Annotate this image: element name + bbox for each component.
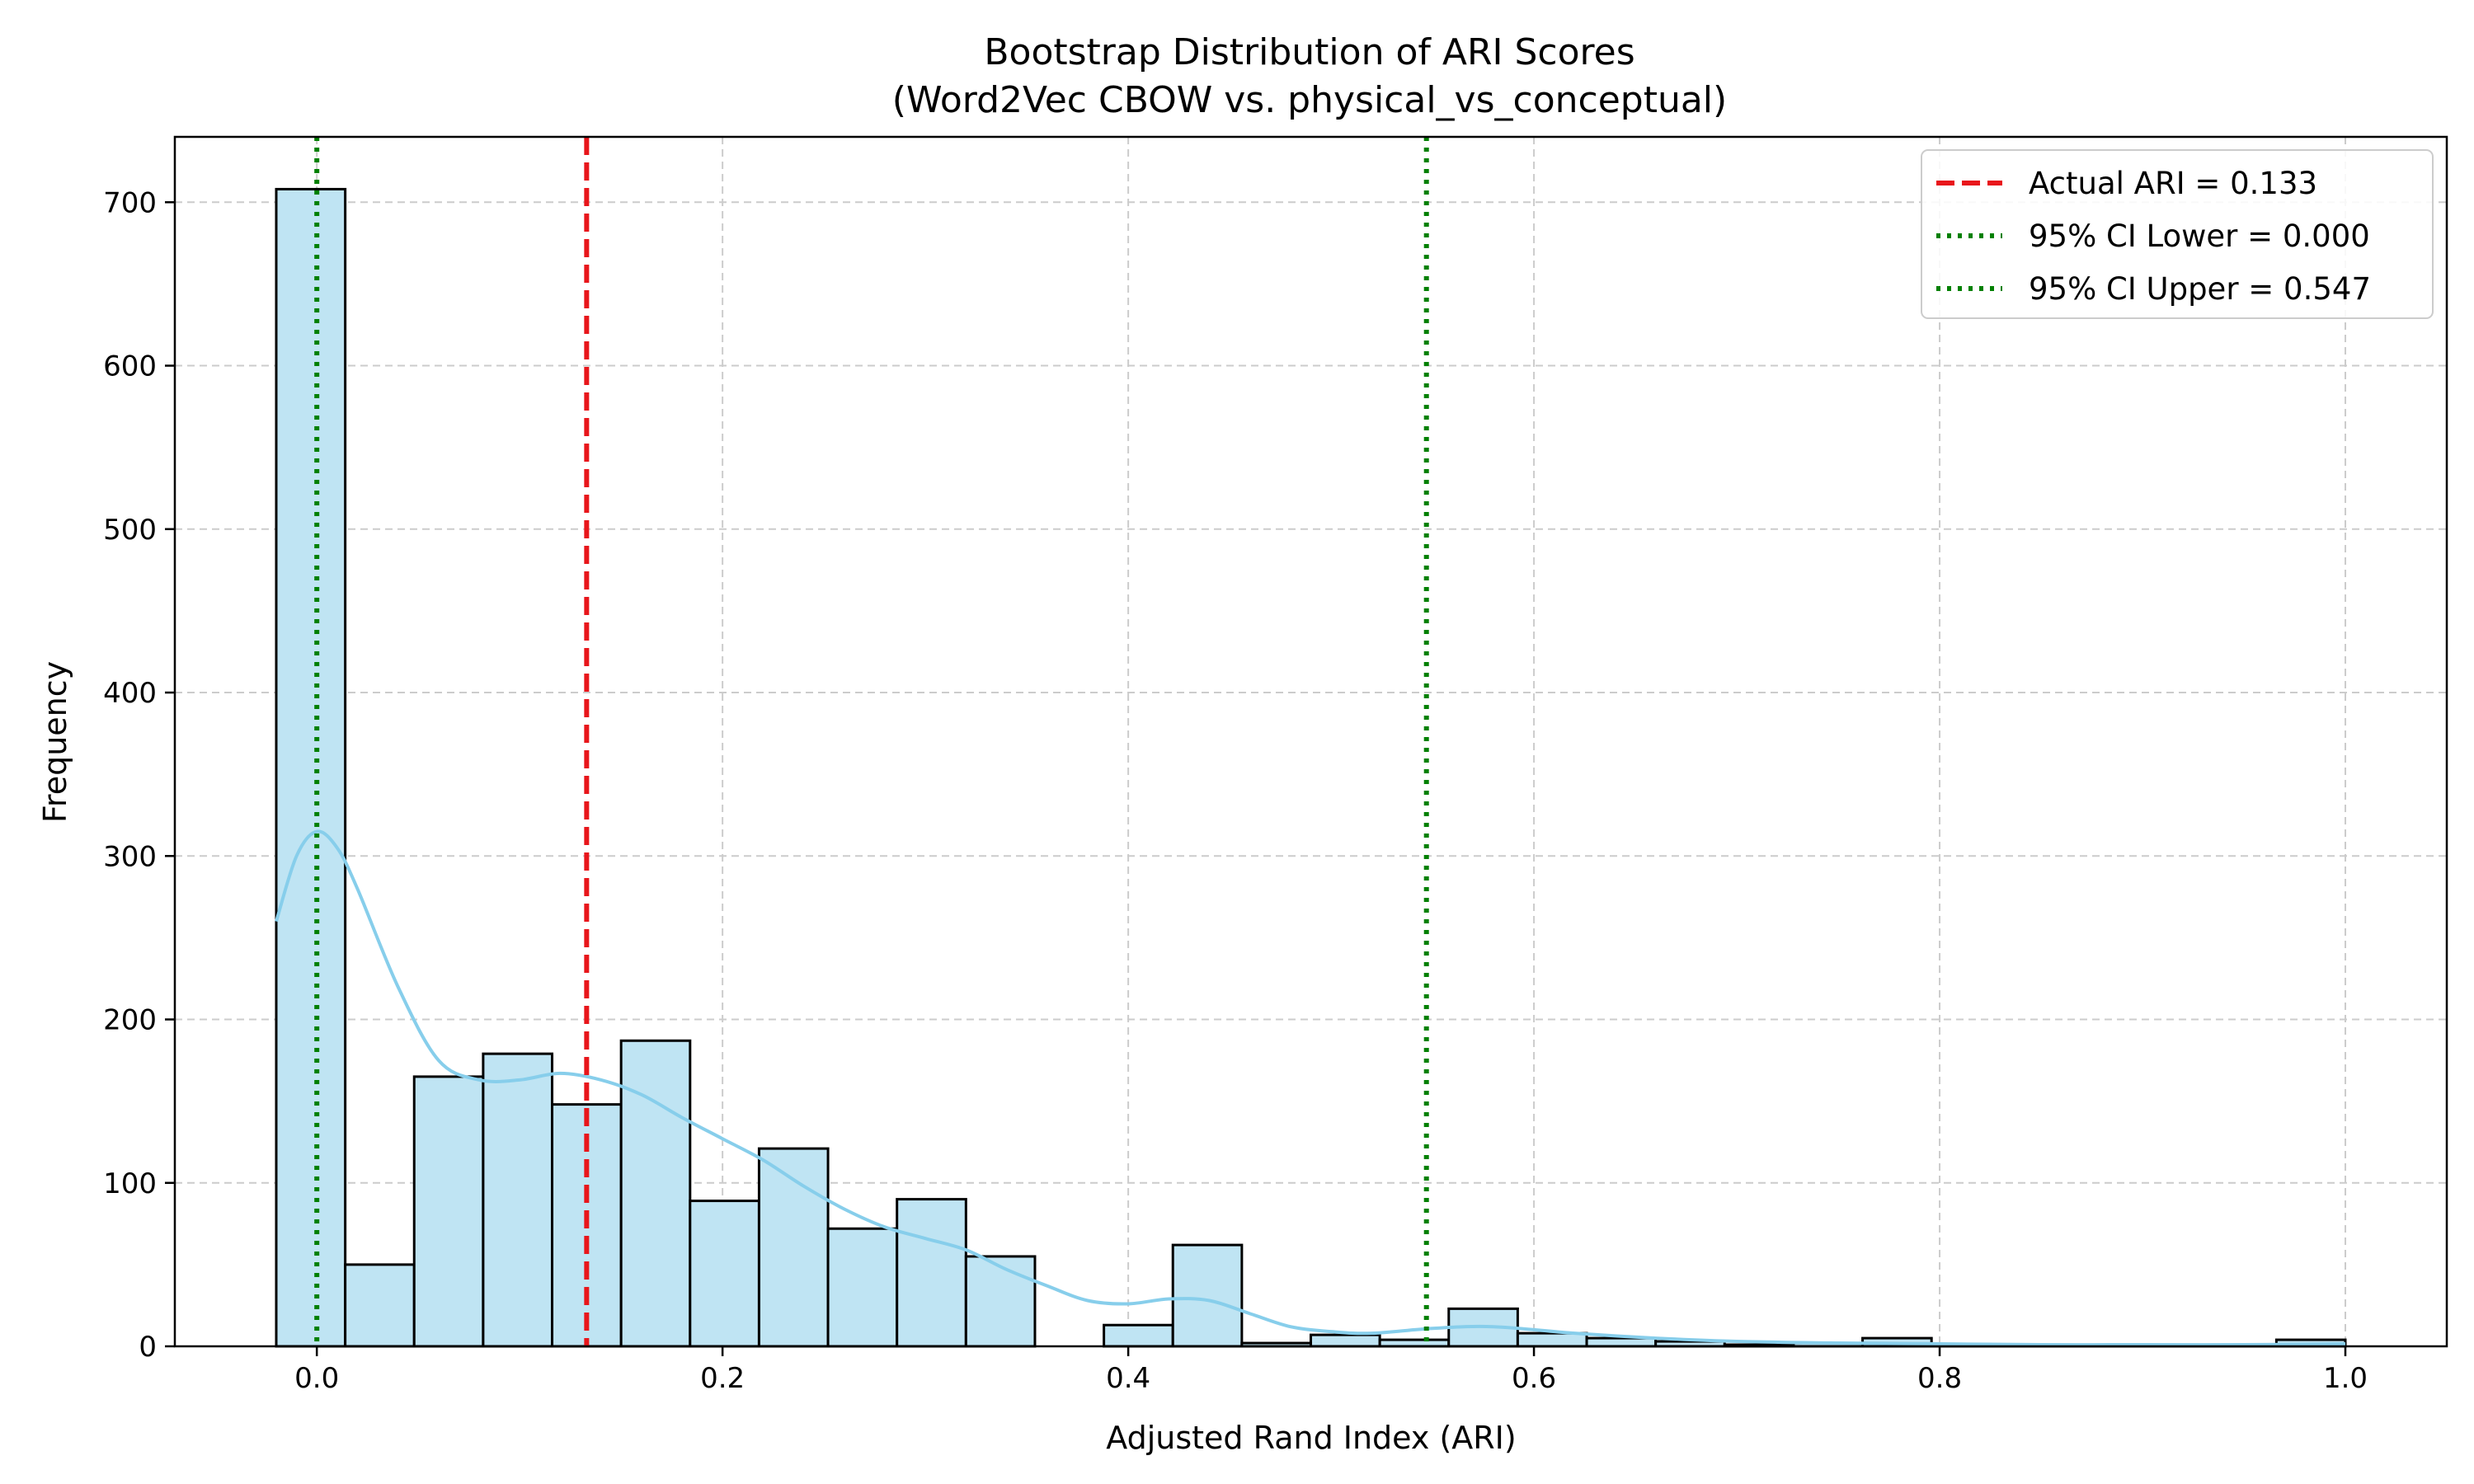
legend-entry: 95% CI Upper = 0.547 <box>2029 271 2371 307</box>
y-tick-label: 0 <box>139 1331 157 1364</box>
chart-title: Bootstrap Distribution of ARI Scores <box>984 31 1634 73</box>
kde-curve-group <box>275 829 2346 1347</box>
histogram-bar <box>689 1200 760 1348</box>
histogram-bar <box>412 1075 485 1348</box>
y-tick-label: 600 <box>103 350 157 383</box>
legend-entry: 95% CI Lower = 0.000 <box>2029 218 2370 254</box>
y-axis-ticks: 0 100 200 300 400 500 600 700 <box>103 186 175 1364</box>
plot-frame <box>173 135 2448 1348</box>
y-tick-label: 400 <box>103 677 157 710</box>
legend-entry: Actual ARI = 0.133 <box>2029 166 2317 201</box>
x-tick-label: 0.8 <box>1917 1362 1962 1395</box>
histogram-bars <box>275 187 2347 1348</box>
histogram-bar <box>1516 1331 1588 1348</box>
histogram-bar <box>275 187 347 1348</box>
kde-curve <box>275 829 2346 1347</box>
y-tick-label: 100 <box>103 1167 157 1200</box>
x-axis-label: Adjusted Rand Index (ARI) <box>1106 1420 1516 1456</box>
histogram-bar <box>1103 1323 1174 1348</box>
x-tick-label: 0.0 <box>294 1362 339 1395</box>
histogram-bar <box>1585 1336 1658 1348</box>
histogram-bar <box>1171 1243 1244 1348</box>
reference-lines <box>314 137 1429 1346</box>
x-tick-label: 1.0 <box>2323 1362 2368 1395</box>
histogram-bar <box>482 1052 554 1348</box>
y-axis-label: Frequency <box>37 661 73 823</box>
histogram-bar <box>826 1227 899 1348</box>
histogram-bar <box>964 1255 1037 1348</box>
y-tick-label: 200 <box>103 1004 157 1037</box>
x-tick-label: 0.4 <box>1106 1362 1150 1395</box>
legend: Actual ARI = 0.133 95% CI Lower = 0.000 95… <box>1921 149 2434 319</box>
histogram-bar <box>619 1039 692 1348</box>
y-tick-label: 300 <box>103 840 157 873</box>
x-tick-label: 0.6 <box>1512 1362 1556 1395</box>
y-tick-label: 500 <box>103 514 157 547</box>
x-tick-label: 0.2 <box>700 1362 745 1395</box>
x-axis-ticks: 0.0 0.2 0.4 0.6 0.8 1.0 <box>294 1346 2368 1395</box>
histogram-bar <box>344 1263 416 1348</box>
chart-subtitle: (Word2Vec CBOW vs. physical_vs_conceptua… <box>892 79 1727 121</box>
histogram-bar <box>896 1198 967 1348</box>
y-tick-label: 700 <box>103 186 157 219</box>
histogram-bar <box>1310 1333 1381 1348</box>
legend-box <box>1921 149 2434 319</box>
